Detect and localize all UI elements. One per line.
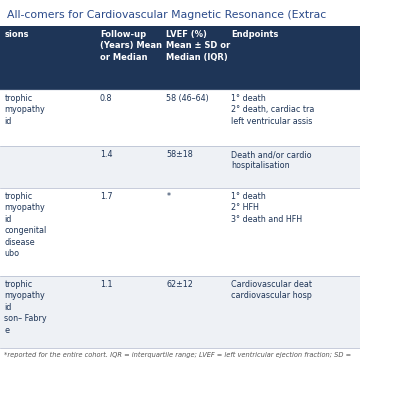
Text: 1° death
2° death, cardiac tra
left ventricular assis: 1° death 2° death, cardiac tra left vent… [231, 94, 314, 126]
Text: 58 (46–64): 58 (46–64) [166, 94, 209, 103]
Text: Cardiovascular deat
cardiovascular hosp: Cardiovascular deat cardiovascular hosp [231, 280, 312, 300]
Bar [0, 276, 360, 348]
Text: trophic
myopathy
id: trophic myopathy id [4, 94, 45, 126]
Text: LVEF (%)
Mean ± SD or
Median (IQR): LVEF (%) Mean ± SD or Median (IQR) [166, 30, 231, 62]
Text: 58±18: 58±18 [166, 150, 193, 159]
Text: 1° death
2° HFH
3° death and HFH: 1° death 2° HFH 3° death and HFH [231, 192, 302, 224]
Text: trophic
myopathy
id
son– Fabry
e: trophic myopathy id son– Fabry e [4, 280, 47, 335]
Text: 1.7: 1.7 [100, 192, 112, 201]
Text: 0.8: 0.8 [100, 94, 112, 103]
Text: sions: sions [4, 30, 29, 39]
Bar [0, 188, 360, 276]
Text: *: * [166, 192, 170, 201]
Bar [0, 26, 360, 90]
Text: Follow-up
(Years) Mean
or Median: Follow-up (Years) Mean or Median [100, 30, 162, 62]
Text: All-comers for Cardiovascular Magnetic Resonance (Extrac: All-comers for Cardiovascular Magnetic R… [7, 10, 326, 20]
Text: 1.4: 1.4 [100, 150, 112, 159]
Text: 62±12: 62±12 [166, 280, 193, 289]
Text: Death and/or cardio
hospitalisation: Death and/or cardio hospitalisation [231, 150, 312, 170]
Bar [0, 146, 360, 188]
Text: Endpoints: Endpoints [231, 30, 278, 39]
Text: trophic
myopathy
id
congenital
disease
ubo: trophic myopathy id congenital disease u… [4, 192, 47, 258]
Text: 1.1: 1.1 [100, 280, 112, 289]
Bar [0, 90, 360, 146]
Text: *reported for the entire cohort. IQR = interquartile range; LVEF = left ventricu: *reported for the entire cohort. IQR = i… [4, 352, 351, 358]
